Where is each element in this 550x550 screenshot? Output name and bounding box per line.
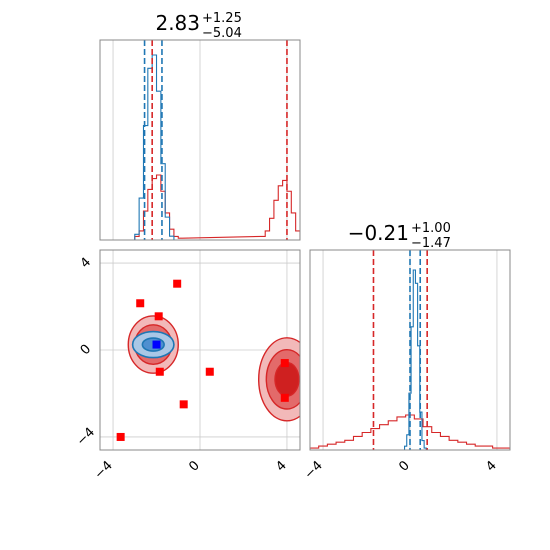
marginal-x1-x-tick-label-2: 4: [483, 458, 499, 474]
marginal-x0-histograms: [134, 40, 300, 240]
marginal-x1-title-minus: −1.47: [411, 236, 451, 251]
joint-y-tick-label-1: 0: [78, 342, 94, 358]
marginal-x1-title-plus: +1.00: [411, 221, 451, 236]
joint-x-tick-labels: −4 0 4: [92, 458, 290, 482]
joint-blue-marker-0: [152, 340, 161, 349]
joint-red-marker-0: [173, 279, 182, 288]
joint-y-tick-label-0: −4: [74, 425, 98, 449]
marginal-x0-red-histogram: [134, 174, 300, 240]
marginal-x1-blue-histogram: [404, 269, 427, 450]
marginal-x0-title-plus: +1.25: [202, 11, 242, 26]
joint-red-marker-1: [154, 312, 163, 321]
joint-panel: −4 0 4 −4 0 4: [74, 249, 301, 482]
marginal-x1-red-histogram: [310, 414, 510, 450]
marginal-x1-title-value: −0.21: [348, 221, 409, 245]
joint-red-marker-3: [205, 367, 214, 376]
joint-contours: [116, 279, 300, 441]
marginal-x0-blue-histogram: [134, 54, 175, 240]
joint-y-tick-labels: −4 0 4: [74, 255, 98, 449]
joint-red-contour-1-2: [274, 361, 300, 397]
joint-red-marker-6: [280, 393, 289, 402]
joint-red-marker-8: [116, 432, 125, 441]
joint-x-tick-label-1: 0: [186, 458, 202, 474]
marginal-x0-panel: 2.83 +1.25 −5.04: [99, 11, 301, 241]
joint-red-marker-2: [155, 367, 164, 376]
marginal-x0-title-minus: −5.04: [202, 26, 242, 41]
joint-red-marker-5: [280, 359, 289, 368]
joint-red-marker-4: [179, 400, 188, 409]
marginal-x1-histograms: [310, 250, 510, 450]
marginal-x1-x-tick-label-0: −4: [302, 458, 326, 482]
joint-x-tick-label-0: −4: [92, 458, 116, 482]
marginal-x1-x-tick-label-1: 0: [396, 458, 412, 474]
joint-x-tick-label-2: 4: [273, 458, 289, 474]
marginal-x0-title-value: 2.83: [155, 11, 200, 35]
marginal-x1-x-tick-labels: −4 0 4: [302, 458, 500, 482]
joint-frame: [99, 249, 301, 451]
marginal-x0-frame: [99, 39, 301, 241]
joint-y-tick-label-2: 4: [78, 255, 94, 271]
marginal-x1-frame: [309, 249, 511, 451]
marginal-x1-panel: −4 0 4 −0.21 +1.00 −1.47: [302, 221, 511, 482]
joint-red-marker-7: [136, 299, 145, 308]
